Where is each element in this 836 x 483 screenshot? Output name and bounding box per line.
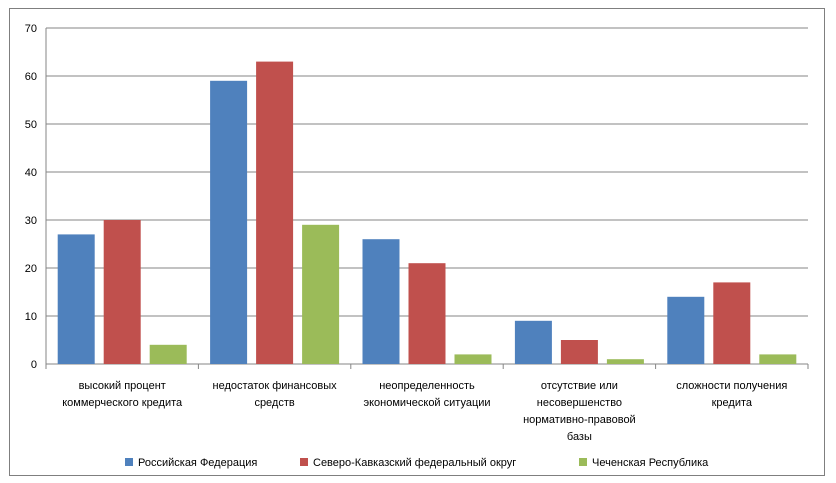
bar xyxy=(713,282,751,364)
legend-label: Чеченская Республика xyxy=(592,457,709,469)
bar xyxy=(57,234,95,364)
bar xyxy=(514,320,552,364)
x-category-label: высокий процент коммерческого кредита xyxy=(62,380,183,409)
bar xyxy=(408,263,446,364)
y-tick-label: 10 xyxy=(25,311,37,323)
legend-swatch xyxy=(300,458,308,466)
legend-label: Северо-Кавказский федеральный округ xyxy=(313,457,516,469)
y-axis-ticks: 0 10 20 30 40 50 60 70 xyxy=(25,23,37,371)
legend-swatch xyxy=(125,458,133,466)
y-tick-label: 60 xyxy=(25,71,37,83)
bar xyxy=(362,239,400,364)
x-category-label: сложности получения кредита xyxy=(676,380,787,409)
legend: Российская Федерация Северо-Кавказский фе… xyxy=(125,457,709,469)
y-tick-label: 20 xyxy=(25,263,37,275)
y-tick-label: 0 xyxy=(31,359,37,371)
bars xyxy=(57,61,797,365)
y-tick-label: 50 xyxy=(25,119,37,131)
x-category-label: неопределенность экономической ситуации xyxy=(363,380,490,409)
x-category-label: отсутствие или несовершенство нормативно-п… xyxy=(523,380,636,443)
bar xyxy=(302,224,340,364)
bar xyxy=(210,80,248,365)
bar xyxy=(606,359,644,364)
x-category-label: недостаток финансовых средств xyxy=(213,380,338,409)
x-axis-categories: высокий процент коммерческого кредита недо… xyxy=(62,380,787,443)
y-tick-label: 30 xyxy=(25,215,37,227)
y-tick-label: 40 xyxy=(25,167,37,179)
y-tick-label: 70 xyxy=(25,23,37,35)
legend-swatch xyxy=(579,458,587,466)
chart-frame xyxy=(9,8,825,476)
bar xyxy=(103,220,141,364)
bar xyxy=(454,354,492,364)
bar xyxy=(256,61,294,364)
legend-label: Российская Федерация xyxy=(138,457,257,469)
bar xyxy=(560,340,598,364)
bar xyxy=(759,354,797,364)
bar xyxy=(667,296,705,364)
bar xyxy=(149,344,187,364)
